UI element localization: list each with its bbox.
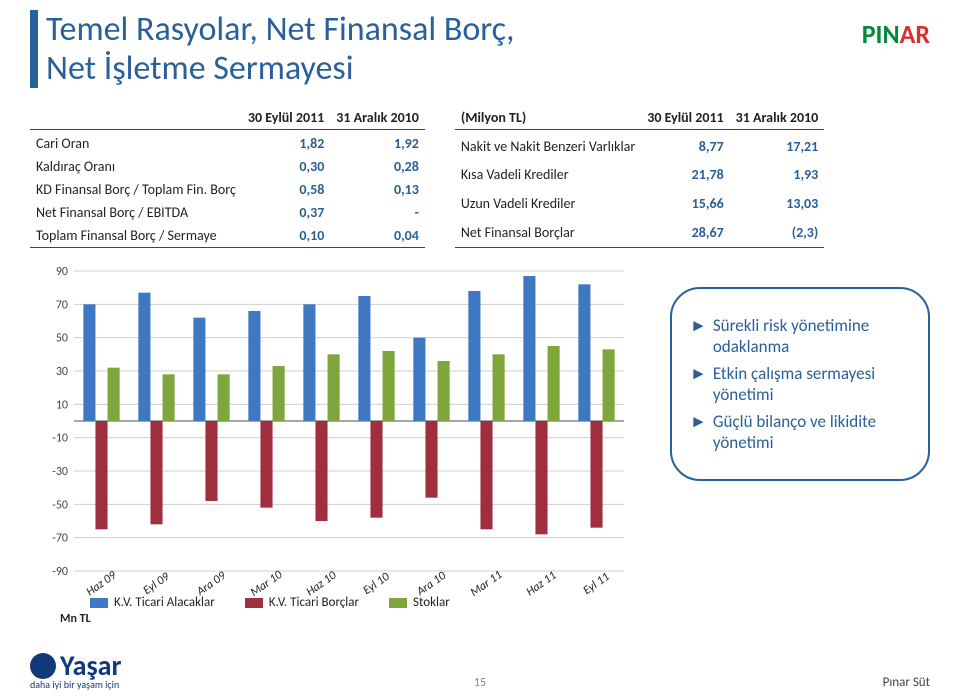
row-v1: 0,10 [242, 224, 330, 248]
table-row: Nakit ve Nakit Benzeri Varlıklar8,7717,2… [455, 132, 824, 161]
row-v2: 1,93 [730, 160, 825, 189]
row-v1: 0,37 [242, 201, 330, 224]
ratios-body: Cari Oran1,821,92Kaldıraç Oranı0,300,28K… [30, 130, 425, 250]
row-v1: 21,78 [641, 160, 729, 189]
logo-green: PIN [862, 18, 900, 50]
row-v1: 15,66 [641, 189, 729, 218]
debt-head0: (Milyon TL) [455, 106, 641, 130]
yasar-tagline: daha iyi bir yaşam için [30, 680, 121, 690]
ratios-col2: 31 Aralık 2010 [330, 106, 425, 130]
ratios-table: 30 Eylül 2011 31 Aralık 2010 Cari Oran1,… [30, 106, 425, 249]
debt-col1: 30 Eylül 2011 [641, 106, 729, 130]
row-label: Net Finansal Borç / EBITDA [30, 201, 242, 224]
row-label: Nakit ve Nakit Benzeri Varlıklar [455, 132, 641, 161]
logo-red: AR [900, 18, 930, 50]
row-label: Cari Oran [30, 132, 242, 155]
yasar-circle-icon [30, 653, 56, 679]
pinar-logo: PINAR [862, 18, 930, 50]
callout-bubble: ►Sürekli risk yönetimine odaklanma►Etkin… [670, 287, 930, 481]
row-v1: 0,58 [242, 178, 330, 201]
arrow-icon: ► [690, 315, 707, 357]
row-v2: 1,92 [330, 132, 425, 155]
slide-title-line2: Net İşletme Sermayesi [46, 49, 514, 88]
row-v1: 8,77 [641, 132, 729, 161]
row-v1: 1,82 [242, 132, 330, 155]
row-v2: 0,28 [330, 155, 425, 178]
svg-text:-30: -30 [52, 465, 68, 479]
row-label: Kısa Vadeli Krediler [455, 160, 641, 189]
yasar-text: Yaşar [60, 652, 121, 680]
row-v2: 0,13 [330, 178, 425, 201]
row-v1: 0,30 [242, 155, 330, 178]
callout-text: Güçlü bilanço ve likidite yönetimi [713, 411, 910, 453]
arrow-icon: ► [690, 411, 707, 453]
svg-text:10: 10 [56, 399, 68, 413]
legend-swatch [90, 598, 108, 608]
svg-text:70: 70 [56, 299, 68, 313]
row-label: KD Finansal Borç / Toplam Fin. Borç [30, 178, 242, 201]
legend-swatch [389, 598, 407, 608]
debt-body: Nakit ve Nakit Benzeri Varlıklar8,7717,2… [455, 130, 824, 250]
table-row: Uzun Vadeli Krediler15,6613,03 [455, 189, 824, 218]
table-row: Kısa Vadeli Krediler21,781,93 [455, 160, 824, 189]
arrow-icon: ► [690, 363, 707, 405]
slide-title-line1: Temel Rasyolar, Net Finansal Borç, [46, 10, 514, 49]
working-capital-chart: -90 -70 -50 -30 -10 10 30 50 70 90 [30, 267, 630, 577]
table-row: Cari Oran1,821,92 [30, 132, 425, 155]
row-label: Toplam Finansal Borç / Sermaye [30, 224, 242, 248]
chart-y-unit: Mn TL [60, 612, 650, 626]
table-row: KD Finansal Borç / Toplam Fin. Borç0,580… [30, 178, 425, 201]
row-v2: (2,3) [730, 218, 825, 247]
table-row: Net Finansal Borçlar28,67(2,3) [455, 218, 824, 247]
table-row: Toplam Finansal Borç / Sermaye0,100,04 [30, 224, 425, 248]
svg-text:-50: -50 [52, 499, 68, 513]
row-label: Uzun Vadeli Krediler [455, 189, 641, 218]
yasar-logo: Yaşar daha iyi bir yaşam için [30, 652, 121, 690]
callout-item: ►Sürekli risk yönetimine odaklanma [690, 315, 910, 357]
svg-text:30: 30 [56, 365, 68, 379]
svg-text:-10: -10 [52, 432, 68, 446]
callout-item: ►Etkin çalışma sermayesi yönetimi [690, 363, 910, 405]
debt-col2: 31 Aralık 2010 [730, 106, 825, 130]
row-label: Net Finansal Borçlar [455, 218, 641, 247]
row-v1: 28,67 [641, 218, 729, 247]
callout-text: Sürekli risk yönetimine odaklanma [713, 315, 910, 357]
svg-text:-90: -90 [52, 565, 68, 577]
row-v2: - [330, 201, 425, 224]
callout-item: ►Güçlü bilanço ve likidite yönetimi [690, 411, 910, 453]
svg-text:90: 90 [56, 267, 68, 279]
footer-right: Pınar Süt [883, 675, 930, 690]
title-accent-bar [30, 10, 38, 88]
chart-x-labels: Haz 09Eyl 09Ara 09Mar 10Haz 10Eyl 10Ara … [74, 577, 624, 591]
table-row: Kaldıraç Oranı0,300,28 [30, 155, 425, 178]
row-v2: 17,21 [730, 132, 825, 161]
table-row: Net Finansal Borç / EBITDA0,37- [30, 201, 425, 224]
callout-text: Etkin çalışma sermayesi yönetimi [713, 363, 910, 405]
ratios-col1: 30 Eylül 2011 [242, 106, 330, 130]
row-label: Kaldıraç Oranı [30, 155, 242, 178]
row-v2: 13,03 [730, 189, 825, 218]
row-v2: 0,04 [330, 224, 425, 248]
svg-text:-70: -70 [52, 532, 68, 546]
page-number: 15 [474, 676, 486, 690]
title-block: Temel Rasyolar, Net Finansal Borç, Net İ… [30, 10, 930, 88]
debt-table: (Milyon TL) 30 Eylül 2011 31 Aralık 2010… [455, 106, 824, 249]
chart-legend: K.V. Ticari AlacaklarK.V. Ticari Borçlar… [90, 595, 650, 610]
svg-text:50: 50 [56, 332, 68, 346]
